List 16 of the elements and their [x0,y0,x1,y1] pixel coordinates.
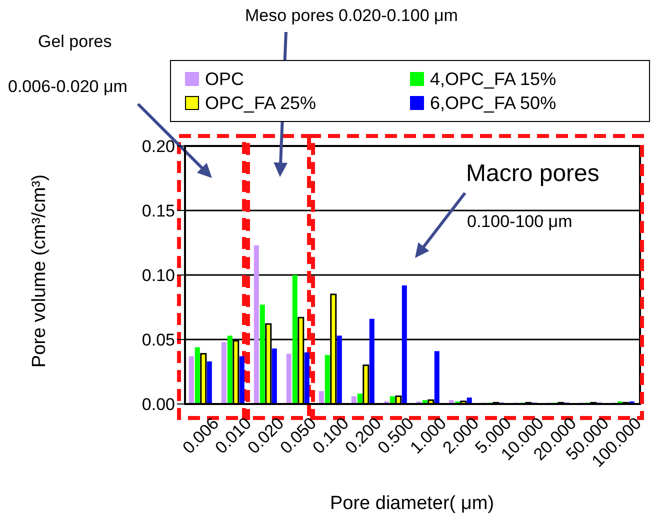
y-tick-label: 0.15 [142,202,175,221]
text: Gel pores [38,32,112,52]
x-axis-title: Pore diameter( μm) [330,493,494,515]
annotation: 0.100-100 μm [467,212,572,232]
legend-label: 4,OPC_FA 15% [430,68,556,90]
legend-label: 6,OPC_FA 50% [430,92,556,114]
text: 0.006-0.020 μm [8,77,128,97]
y-tick-label: 0.10 [142,266,175,286]
annotation: Macro pores [466,160,600,188]
y-axis-title: Pore volume (cm³/cm³) [29,174,51,368]
text: Meso pores 0.020-0.100 μm [245,6,458,26]
y-tick-label: 0.20 [142,137,175,156]
legend-label: OPC [205,68,244,90]
y-tick-label: 0.00 [142,395,175,414]
legend-label: OPC_FA 25% [205,92,316,114]
y-tick-label: 0.05 [142,330,175,350]
